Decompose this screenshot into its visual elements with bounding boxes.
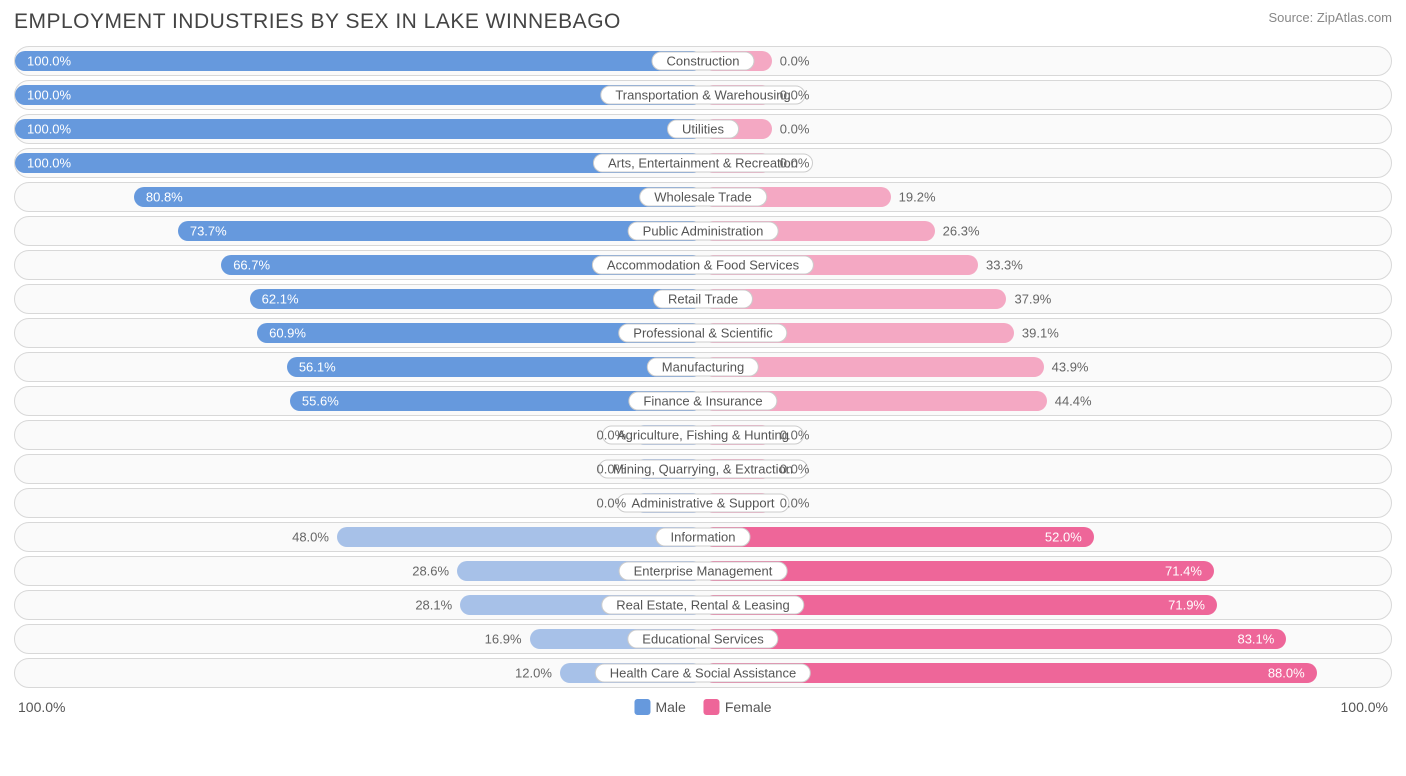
chart-source: Source: ZipAtlas.com	[1268, 10, 1392, 25]
chart-header: EMPLOYMENT INDUSTRIES BY SEX IN LAKE WIN…	[14, 10, 1392, 34]
male-pct-label: 48.0%	[292, 530, 337, 545]
male-bar	[250, 289, 703, 309]
male-pct-label: 60.9%	[257, 326, 306, 341]
male-bar	[287, 357, 703, 377]
category-label: Educational Services	[627, 630, 778, 649]
female-pct-label: 33.3%	[978, 258, 1023, 273]
legend-female: Female	[704, 699, 772, 715]
chart-footer: 100.0% Male Female 100.0%	[14, 696, 1392, 718]
chart-row: 0.0%0.0%Mining, Quarrying, & Extraction	[14, 454, 1392, 484]
male-pct-label: 62.1%	[250, 292, 299, 307]
category-label: Public Administration	[628, 222, 779, 241]
female-swatch-icon	[704, 699, 720, 715]
legend-female-label: Female	[725, 699, 772, 715]
legend-male: Male	[634, 699, 685, 715]
female-pct-label: 26.3%	[935, 224, 980, 239]
male-pct-label: 16.9%	[485, 632, 530, 647]
chart-row: 12.0% 88.0% Health Care & Social Assistanc…	[14, 658, 1392, 688]
category-label: Professional & Scientific	[618, 324, 787, 343]
female-pct-label: 71.4%	[1165, 564, 1214, 579]
male-pct-label: 12.0%	[515, 666, 560, 681]
female-pct-label: 44.4%	[1047, 394, 1092, 409]
female-pct-label: 52.0%	[1045, 530, 1094, 545]
chart-row: 28.1% 71.9% Real Estate, Rental & Leasing	[14, 590, 1392, 620]
chart-row: 0.0%0.0%Agriculture, Fishing & Hunting	[14, 420, 1392, 450]
category-label: Health Care & Social Assistance	[595, 664, 811, 683]
male-pct-label: 100.0%	[15, 122, 71, 137]
category-label: Administrative & Support	[616, 494, 789, 513]
female-pct-label: 83.1%	[1237, 632, 1286, 647]
chart-row: 60.9% 39.1% Professional & Scientific	[14, 318, 1392, 348]
category-label: Finance & Insurance	[628, 392, 777, 411]
male-pct-label: 0.0%	[597, 428, 635, 443]
chart-row: 100.0%0.0%Arts, Entertainment & Recreati…	[14, 148, 1392, 178]
female-pct-label: 0.0%	[772, 156, 810, 171]
chart-row: 62.1% 37.9% Retail Trade	[14, 284, 1392, 314]
chart-row: 16.9% 83.1% Educational Services	[14, 624, 1392, 654]
female-pct-label: 19.2%	[891, 190, 936, 205]
male-bar	[337, 527, 703, 547]
chart-title: EMPLOYMENT INDUSTRIES BY SEX IN LAKE WIN…	[14, 10, 621, 34]
chart-row: 48.0% 52.0% Information	[14, 522, 1392, 552]
male-bar	[178, 221, 703, 241]
female-bar	[703, 527, 1094, 547]
chart-row: 66.7% 33.3% Accommodation & Food Services	[14, 250, 1392, 280]
male-pct-label: 80.8%	[134, 190, 183, 205]
male-pct-label: 73.7%	[178, 224, 227, 239]
male-bar	[15, 51, 703, 71]
diverging-bar-chart: 100.0%0.0%Construction100.0%0.0%Transpor…	[14, 46, 1392, 688]
male-pct-label: 66.7%	[221, 258, 270, 273]
female-pct-label: 0.0%	[772, 54, 810, 69]
female-pct-label: 0.0%	[772, 496, 810, 511]
male-bar	[134, 187, 703, 207]
female-pct-label: 0.0%	[772, 122, 810, 137]
category-label: Wholesale Trade	[639, 188, 767, 207]
category-label: Utilities	[667, 120, 739, 139]
category-label: Information	[655, 528, 750, 547]
chart-row: 55.6% 44.4% Finance & Insurance	[14, 386, 1392, 416]
female-pct-label: 0.0%	[772, 88, 810, 103]
female-pct-label: 0.0%	[772, 462, 810, 477]
category-label: Construction	[652, 52, 755, 71]
chart-row: 100.0% 0.0% Utilities	[14, 114, 1392, 144]
male-pct-label: 28.6%	[412, 564, 457, 579]
category-label: Retail Trade	[653, 290, 753, 309]
male-pct-label: 100.0%	[15, 54, 71, 69]
male-pct-label: 28.1%	[415, 598, 460, 613]
male-pct-label: 100.0%	[15, 88, 71, 103]
chart-row: 100.0%0.0%Transportation & Warehousing	[14, 80, 1392, 110]
female-pct-label: 88.0%	[1268, 666, 1317, 681]
male-bar	[15, 119, 703, 139]
legend-male-label: Male	[655, 699, 685, 715]
chart-row: 28.6% 71.4% Enterprise Management	[14, 556, 1392, 586]
category-label: Real Estate, Rental & Leasing	[601, 596, 804, 615]
male-pct-label: 0.0%	[597, 496, 635, 511]
female-pct-label: 39.1%	[1014, 326, 1059, 341]
female-pct-label: 71.9%	[1168, 598, 1217, 613]
male-pct-label: 0.0%	[597, 462, 635, 477]
chart-row: 100.0% 0.0% Construction	[14, 46, 1392, 76]
legend: Male Female	[634, 699, 771, 715]
male-swatch-icon	[634, 699, 650, 715]
axis-right-label: 100.0%	[1341, 699, 1388, 715]
category-label: Manufacturing	[647, 358, 759, 377]
male-pct-label: 56.1%	[287, 360, 336, 375]
chart-row: 80.8% 19.2% Wholesale Trade	[14, 182, 1392, 212]
female-pct-label: 43.9%	[1044, 360, 1089, 375]
category-label: Accommodation & Food Services	[592, 256, 814, 275]
female-pct-label: 0.0%	[772, 428, 810, 443]
category-label: Enterprise Management	[619, 562, 788, 581]
axis-left-label: 100.0%	[18, 699, 65, 715]
female-pct-label: 37.9%	[1006, 292, 1051, 307]
female-bar	[703, 629, 1286, 649]
male-pct-label: 100.0%	[15, 156, 71, 171]
chart-row: 0.0% 0.0%Administrative & Support	[14, 488, 1392, 518]
chart-row: 56.1% 43.9% Manufacturing	[14, 352, 1392, 382]
male-pct-label: 55.6%	[290, 394, 339, 409]
chart-row: 73.7% 26.3% Public Administration	[14, 216, 1392, 246]
